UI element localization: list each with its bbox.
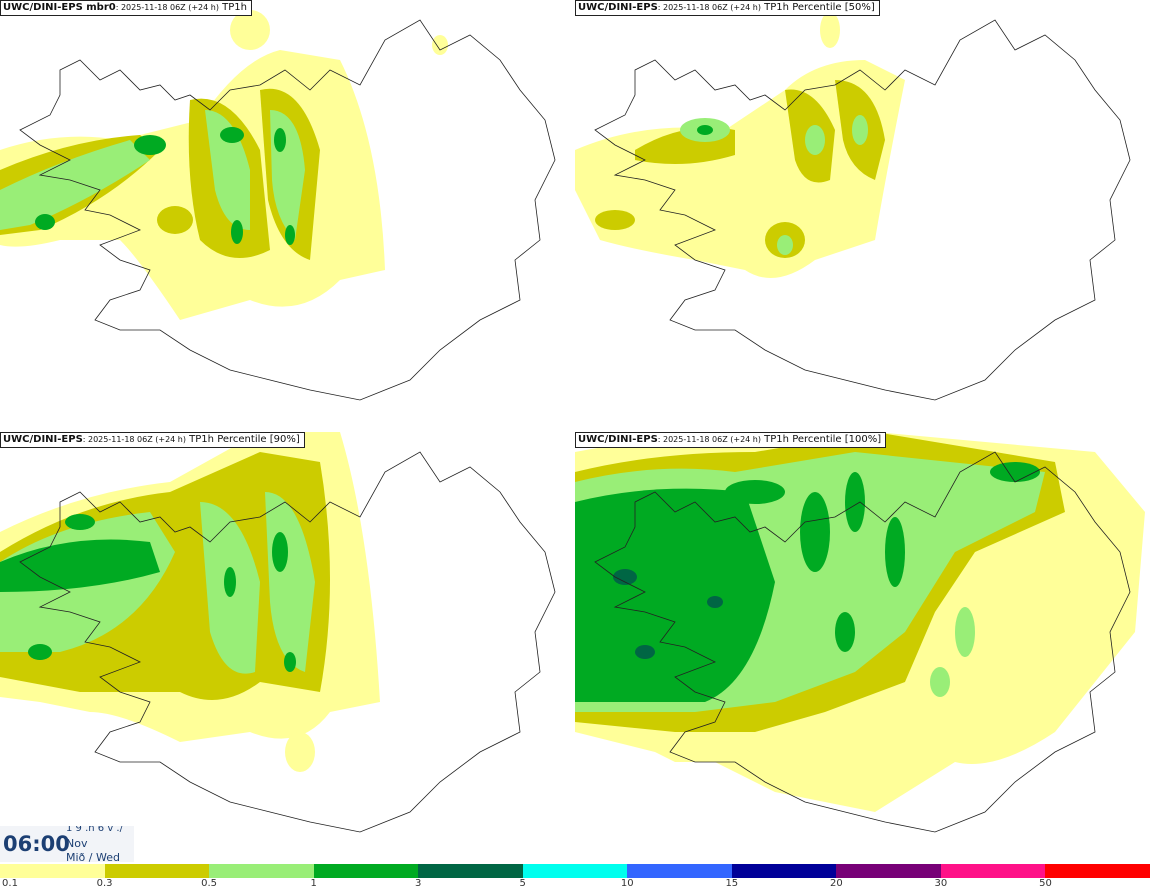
field-name: TP1h <box>222 2 247 13</box>
precip-field-green <box>0 514 296 672</box>
legend-tick-label: 0.5 <box>201 878 218 889</box>
legend-swatch <box>209 864 314 878</box>
map-panel-percentile-90: UWC/DINI-EPS: 2025-11-18 06Z (+24 h) TP1… <box>0 432 575 862</box>
legend-swatch <box>1045 864 1150 878</box>
legend-swatch <box>731 864 837 878</box>
precip-field-green <box>575 462 1040 702</box>
legend-tick-label: 20 <box>829 878 843 889</box>
legend-tick-label: 50 <box>1039 878 1052 889</box>
valid-time-box: 06:00 1 9 .n 6 v ./ Nov Mið / Wed <box>0 826 134 862</box>
precip-map <box>0 432 556 833</box>
legend-tick-label: 0.1 <box>2 878 18 889</box>
precip-field-green <box>35 127 295 245</box>
valid-time: 06:00 <box>3 832 70 856</box>
precip-map <box>575 432 1145 833</box>
valid-month: Nov <box>66 837 88 850</box>
legend-swatch <box>627 864 732 878</box>
precip-map <box>0 10 556 401</box>
field-name: TP1h Percentile [50%] <box>764 2 875 13</box>
legend-swatch <box>104 864 210 878</box>
run-time: : 2025-11-18 06Z (+24 h) <box>657 435 761 444</box>
legend-swatch <box>940 864 1046 878</box>
valid-weekday: Mið / Wed <box>66 851 120 862</box>
coastline <box>594 19 1131 401</box>
run-time: : 2025-11-18 06Z (+24 h) <box>657 3 761 12</box>
valid-date-clipped: 1 9 .n 6 v ./ <box>66 826 123 834</box>
legend-tick-label: 30 <box>934 878 948 889</box>
coastline <box>19 451 556 833</box>
legend-tick-label: 5 <box>519 878 526 889</box>
legend-swatch <box>836 864 941 878</box>
precip-field-dark <box>613 569 723 659</box>
run-time: : 2025-11-18 06Z (+24 h) <box>115 3 219 12</box>
model-name: UWC/DINI-EPS <box>578 434 658 445</box>
field-name: TP1h Percentile [100%] <box>764 434 882 445</box>
model-name: UWC/DINI-EPS <box>578 2 658 13</box>
model-name: UWC/DINI-EPS <box>3 434 83 445</box>
panel-title: UWC/DINI-EPS: 2025-11-18 06Z (+24 h) TP1… <box>0 432 305 448</box>
map-panel-member0: UWC/DINI-EPS mbr0: 2025-11-18 06Z (+24 h… <box>0 0 575 430</box>
precip-legend: 0.1 0.3 0.5 1 3 5 10 15 20 30 50 <box>0 862 1150 891</box>
legend-tick-label: 15 <box>725 878 739 889</box>
legend-tick-label: 10 <box>620 878 634 889</box>
panel-title: UWC/DINI-EPS: 2025-11-18 06Z (+24 h) TP1… <box>575 0 880 16</box>
map-panel-percentile-100: UWC/DINI-EPS: 2025-11-18 06Z (+24 h) TP1… <box>575 432 1150 862</box>
precip-field-green <box>697 125 713 135</box>
panel-title: UWC/DINI-EPS mbr0: 2025-11-18 06Z (+24 h… <box>0 0 252 16</box>
precip-map <box>575 12 1131 401</box>
map-panel-percentile-50: UWC/DINI-EPS: 2025-11-18 06Z (+24 h) TP1… <box>575 0 1150 430</box>
legend-swatch <box>418 864 523 878</box>
field-name: TP1h Percentile [90%] <box>189 434 300 445</box>
legend-tick-label: 3 <box>414 878 422 889</box>
legend-tick-label: 0.3 <box>96 878 113 889</box>
legend-swatch <box>0 864 105 878</box>
coastline <box>594 451 1131 833</box>
run-time: : 2025-11-18 06Z (+24 h) <box>82 435 186 444</box>
legend-color-bar <box>0 864 1150 878</box>
legend-tick-label: 1 <box>310 878 317 889</box>
legend-swatch <box>313 864 419 878</box>
model-name: UWC/DINI-EPS mbr0 <box>3 2 116 13</box>
legend-swatch <box>522 864 628 878</box>
coastline <box>19 19 556 401</box>
panel-title: UWC/DINI-EPS: 2025-11-18 06Z (+24 h) TP1… <box>575 432 887 448</box>
